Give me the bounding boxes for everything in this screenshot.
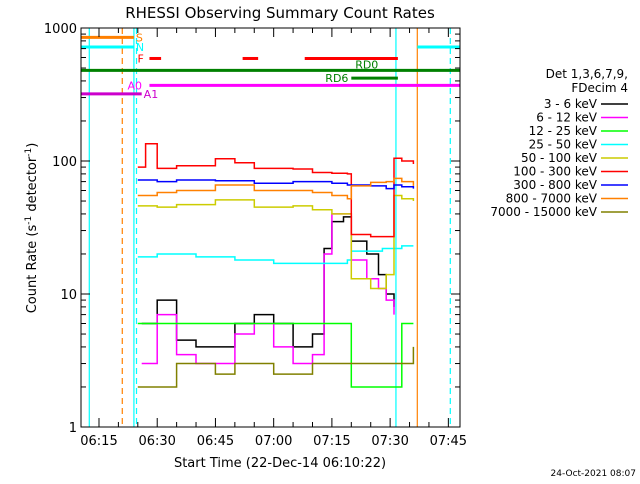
y-axis-label-end: ) xyxy=(25,143,40,148)
plot-frame xyxy=(80,27,461,428)
legend-label: 7000 - 15000 keV xyxy=(490,205,597,219)
flag-label-rd6: RD6 xyxy=(325,72,348,85)
x-tick-label: 07:15 xyxy=(313,434,350,449)
legend-title-line2: FDecim 4 xyxy=(571,81,628,95)
y-axis-label-exp2: -1 xyxy=(24,148,34,157)
legend-label: 50 - 100 keV xyxy=(521,151,598,165)
legend-label: 12 - 25 keV xyxy=(529,124,598,138)
flag-label-s: S xyxy=(136,31,143,44)
x-axis-label: Start Time (22-Dec-14 06:10:22) xyxy=(174,456,386,471)
legend-label: 6 - 12 keV xyxy=(536,111,598,125)
x-tick-label: 07:45 xyxy=(430,434,467,449)
y-axis-label: Count Rate (s-1 detector-1) xyxy=(24,143,40,314)
legend-label: 800 - 7000 keV xyxy=(506,192,598,206)
y-tick-label: 1000 xyxy=(44,22,77,37)
series-line-7000-15000-kev xyxy=(137,346,415,388)
series-line-25-50-kev xyxy=(137,245,414,265)
y-axis-label-exp1: -1 xyxy=(24,216,34,225)
x-tick-label: 06:45 xyxy=(197,434,234,449)
flag-label-n: N xyxy=(136,41,144,54)
footer-date: 24-Oct-2021 08:07 xyxy=(551,469,636,479)
series-line-6-12-kev xyxy=(141,213,395,365)
legend-label: 3 - 6 keV xyxy=(544,97,598,111)
flag-label-a0: A0 xyxy=(127,79,142,92)
series-line-100-300-kev xyxy=(137,142,415,238)
y-axis-label-main: Count Rate (s xyxy=(25,225,40,314)
y-tick-label: 100 xyxy=(52,155,77,170)
series-line-12-25-kev xyxy=(137,322,414,388)
x-tick-label: 07:00 xyxy=(255,434,292,449)
series-line-800-7000-kev xyxy=(137,177,415,200)
y-tick-label: 1 xyxy=(69,421,77,436)
y-axis-label-mid: detector xyxy=(25,156,40,216)
series-line-300-800-kev xyxy=(137,179,415,190)
y-tick-label: 10 xyxy=(60,288,77,303)
legend-label: 25 - 50 keV xyxy=(529,138,598,152)
flag-label-a1: A1 xyxy=(144,88,159,101)
legend-title-line1: Det 1,3,6,7,9, xyxy=(546,67,628,81)
series-line-50-100-kev xyxy=(137,194,415,290)
flag-label-rd0: RD0 xyxy=(355,58,378,71)
flag-label-f: F xyxy=(137,52,143,65)
series-line-3-6-kev xyxy=(141,216,395,348)
x-tick-label: 06:15 xyxy=(80,434,117,449)
legend-label: 300 - 800 keV xyxy=(513,178,597,192)
legend-label: 100 - 300 keV xyxy=(513,165,597,179)
chart-title: RHESSI Observing Summary Count Rates xyxy=(125,4,435,22)
x-tick-label: 06:30 xyxy=(138,434,175,449)
x-tick-label: 07:30 xyxy=(371,434,408,449)
